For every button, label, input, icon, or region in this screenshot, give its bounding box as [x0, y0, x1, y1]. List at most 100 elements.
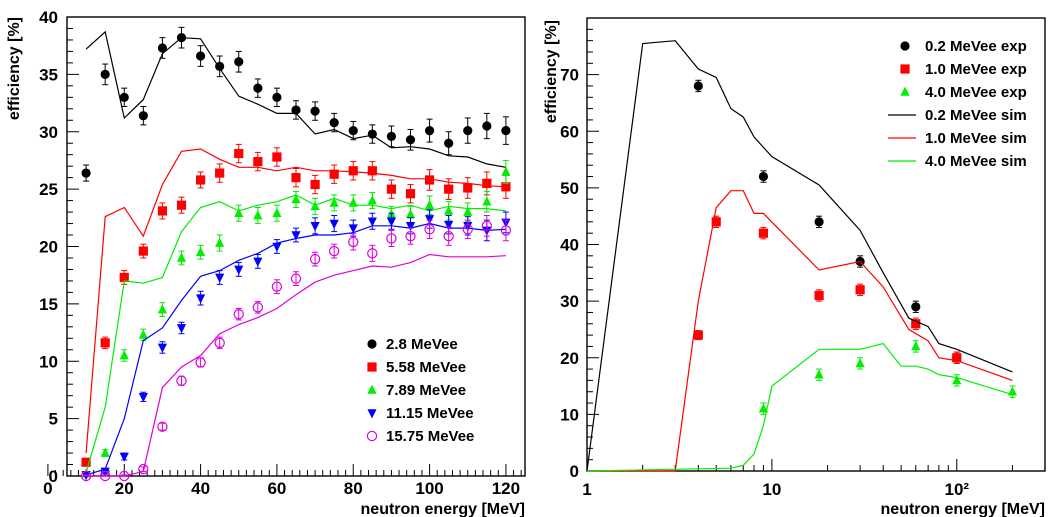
right-y-tick-label: 50 — [560, 179, 579, 198]
data-point — [138, 329, 148, 339]
left-y-tick-label: 20 — [39, 238, 58, 257]
data-point — [176, 252, 187, 262]
data-point — [99, 470, 111, 482]
data-point — [310, 200, 320, 211]
data-point — [100, 467, 110, 477]
data-point — [138, 246, 148, 256]
right-y-axis: 0 10 20 30 40 50 60 70 — [560, 28, 599, 481]
legend-label-4-0-mevee-sim: 4.0 MeVee sim — [925, 153, 1027, 170]
data-point — [272, 92, 282, 102]
data-point — [501, 182, 511, 192]
data-point — [405, 222, 416, 232]
data-point — [911, 302, 921, 312]
left-y-axis: 0 5 10 15 20 25 30 35 40 — [39, 8, 79, 486]
legend-label-15-75-mevee: 15.75 MeVee — [386, 428, 474, 445]
left-x-tick-label: 120 — [492, 479, 520, 498]
error-bar — [426, 219, 433, 239]
data-point — [233, 309, 244, 320]
data-point — [290, 273, 302, 284]
legend-marker-7-89-mevee — [367, 384, 377, 394]
data-point — [215, 273, 225, 283]
left-y-tick-label: 35 — [39, 65, 58, 84]
data-point — [195, 357, 206, 368]
data-point — [271, 281, 283, 292]
data-point — [911, 341, 921, 351]
right-y-tick-label: 30 — [560, 292, 579, 311]
legend-label-0-2-mevee-exp: 0.2 MeVee exp — [925, 38, 1027, 55]
data-point — [444, 205, 454, 215]
left-series-15-75-mevee — [80, 215, 512, 482]
data-point — [952, 353, 962, 363]
data-point — [501, 166, 511, 176]
right-y-tick-label: 20 — [560, 349, 579, 368]
data-point — [814, 290, 824, 301]
data-point — [348, 236, 359, 248]
data-point — [814, 217, 824, 227]
data-point — [100, 447, 110, 457]
data-point — [310, 179, 320, 190]
legend-label-4-0-mevee-exp: 4.0 MeVee exp — [925, 84, 1027, 101]
data-point — [424, 175, 435, 185]
data-point — [138, 463, 149, 475]
error-bar — [83, 474, 90, 477]
data-point — [482, 196, 492, 206]
data-point — [328, 245, 340, 257]
data-point — [119, 350, 129, 360]
right-series-1-0-mevee-sim — [587, 190, 1013, 472]
error-bar — [178, 375, 185, 386]
data-point — [758, 228, 769, 238]
data-point — [119, 470, 130, 482]
legend-marker-0-2-mevee-exp — [900, 41, 910, 51]
left-y-tick-label: 0 — [49, 467, 58, 486]
left-x-tick-label: 40 — [191, 479, 210, 498]
data-point — [157, 343, 168, 353]
data-point — [711, 217, 721, 227]
data-point — [176, 375, 187, 386]
data-point — [424, 126, 435, 136]
right-y-tick-label: 10 — [560, 405, 579, 424]
data-point — [348, 126, 358, 136]
right-series-1-0-mevee-exp — [693, 215, 962, 364]
data-point — [500, 225, 512, 236]
data-point — [405, 135, 416, 145]
data-point — [367, 129, 377, 139]
right-series-0-2-mevee-exp — [693, 79, 962, 364]
data-point — [348, 197, 358, 207]
data-point — [386, 217, 397, 227]
left-y-tick-label: 30 — [39, 123, 58, 142]
simulation-line-5-58-mevee — [85, 148, 506, 454]
data-point — [100, 69, 110, 79]
data-point — [215, 237, 225, 247]
data-point — [367, 166, 377, 176]
data-point — [693, 330, 703, 340]
legend-label-1-0-mevee-exp: 1.0 MeVee exp — [925, 61, 1027, 78]
left-y-tick-label: 10 — [39, 352, 58, 371]
error-bar — [445, 226, 452, 246]
error-bar — [197, 357, 204, 368]
data-point — [444, 184, 454, 194]
legend-marker-11-15-mevee — [367, 409, 377, 419]
data-point — [367, 217, 377, 227]
error-bar — [254, 301, 261, 314]
data-point — [952, 375, 962, 385]
legend-marker-15-75-mevee — [366, 430, 378, 442]
error-bar — [369, 244, 376, 262]
legend-label-11-15-mevee: 11.15 MeVee — [386, 405, 474, 422]
data-point — [253, 83, 263, 93]
data-point — [424, 199, 435, 209]
data-point — [81, 457, 91, 467]
error-bar — [502, 219, 509, 242]
right-legend: 0.2 MeVee exp 1.0 MeVee exp 4.0 MeVee exp 0… — [888, 38, 1027, 170]
error-bar — [121, 474, 128, 477]
simulation-line-4-0-mevee-sim — [586, 342, 1013, 472]
error-bar — [464, 219, 471, 239]
data-point — [444, 220, 454, 231]
data-point — [481, 220, 493, 232]
data-point — [291, 194, 301, 204]
legend-label-2-8-mevee: 2.8 MeVee — [386, 336, 458, 353]
data-point — [758, 171, 769, 182]
data-point — [234, 265, 244, 275]
data-point — [482, 121, 492, 131]
right-y-tick-label: 0 — [570, 462, 579, 481]
